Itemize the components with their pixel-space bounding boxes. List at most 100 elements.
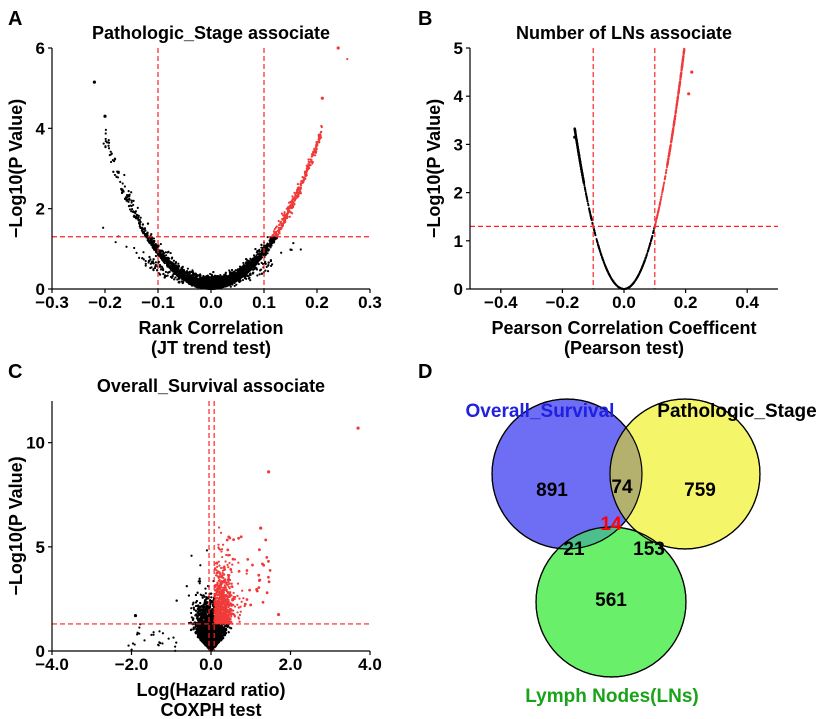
significant-point xyxy=(291,195,294,198)
data-point xyxy=(174,276,177,279)
significant-point xyxy=(289,211,292,214)
data-point xyxy=(267,264,270,267)
data-point xyxy=(210,284,213,287)
data-point xyxy=(130,191,133,194)
data-point xyxy=(249,261,252,265)
data-point xyxy=(242,261,245,265)
significant-point xyxy=(278,231,281,234)
data-point xyxy=(587,202,590,205)
data-point xyxy=(151,242,155,245)
panel-a-xlabel: Rank Correlation xyxy=(138,318,283,338)
data-point xyxy=(269,264,273,268)
data-point xyxy=(137,219,141,222)
data-point xyxy=(227,282,230,286)
data-point xyxy=(172,259,176,262)
data-point xyxy=(186,267,189,270)
data-point xyxy=(132,203,135,207)
data-point xyxy=(258,256,261,260)
panel-a-xlabel2: (JT trend test) xyxy=(151,338,271,358)
data-point xyxy=(188,281,191,285)
data-point xyxy=(260,272,264,275)
significant-point xyxy=(292,197,296,200)
data-point xyxy=(256,274,259,277)
data-point xyxy=(154,261,157,264)
data-point xyxy=(228,271,232,274)
data-point xyxy=(92,80,96,84)
data-point xyxy=(174,261,178,264)
data-point xyxy=(166,265,169,268)
data-point xyxy=(199,274,202,278)
panel-letter-d: D xyxy=(418,361,432,383)
data-point xyxy=(200,278,203,282)
data-point xyxy=(127,205,131,208)
data-point xyxy=(188,275,191,278)
data-point xyxy=(142,258,145,261)
data-point xyxy=(223,279,226,282)
data-point xyxy=(133,214,136,217)
data-point xyxy=(169,275,172,279)
data-point xyxy=(202,274,205,278)
data-point xyxy=(157,260,160,263)
significant-point xyxy=(317,140,320,143)
data-point xyxy=(162,260,165,263)
data-point xyxy=(271,240,274,243)
significant-point xyxy=(305,170,308,173)
data-point xyxy=(176,271,179,274)
data-point xyxy=(147,239,150,243)
data-point xyxy=(104,132,107,135)
data-point xyxy=(111,159,115,162)
data-point xyxy=(152,246,155,249)
data-point xyxy=(264,253,267,256)
data-point xyxy=(257,252,261,256)
data-point xyxy=(186,272,190,276)
data-point xyxy=(251,272,254,275)
data-point xyxy=(254,258,258,261)
data-point xyxy=(152,258,155,261)
significant-point xyxy=(317,136,321,139)
data-point xyxy=(191,273,195,276)
data-point xyxy=(164,270,167,274)
significant-point xyxy=(275,225,278,228)
data-point xyxy=(104,140,107,143)
significant-point xyxy=(320,96,324,100)
data-point xyxy=(147,237,150,240)
significant-point xyxy=(310,155,313,158)
data-point xyxy=(185,270,189,273)
data-point xyxy=(162,272,165,276)
data-point xyxy=(146,231,149,234)
data-point xyxy=(110,152,113,155)
data-point xyxy=(128,193,131,196)
significant-point xyxy=(283,212,286,216)
data-point xyxy=(177,262,180,265)
data-point xyxy=(216,283,220,286)
data-point xyxy=(231,281,234,284)
data-point xyxy=(245,270,249,273)
data-point xyxy=(179,274,182,278)
data-point xyxy=(158,263,162,267)
data-point xyxy=(153,239,156,243)
data-point xyxy=(204,279,207,282)
data-point xyxy=(138,223,141,226)
data-point xyxy=(113,157,117,160)
panel-letter-c: C xyxy=(8,361,22,383)
data-point xyxy=(125,194,129,197)
data-point xyxy=(163,274,167,277)
data-point xyxy=(173,278,176,281)
significant-point xyxy=(320,130,323,133)
data-point xyxy=(141,226,144,229)
data-point xyxy=(217,275,220,279)
significant-point xyxy=(336,46,340,50)
data-point xyxy=(137,216,140,219)
data-point xyxy=(247,268,250,271)
data-point xyxy=(213,284,216,287)
significant-point xyxy=(309,164,312,167)
significant-point xyxy=(301,181,304,185)
significant-point xyxy=(275,233,278,236)
data-point xyxy=(146,222,150,225)
data-point xyxy=(159,268,163,271)
data-point xyxy=(117,170,120,173)
data-point xyxy=(161,266,164,269)
significant-point xyxy=(281,225,284,228)
x-tick-label: −0.1 xyxy=(141,293,175,312)
